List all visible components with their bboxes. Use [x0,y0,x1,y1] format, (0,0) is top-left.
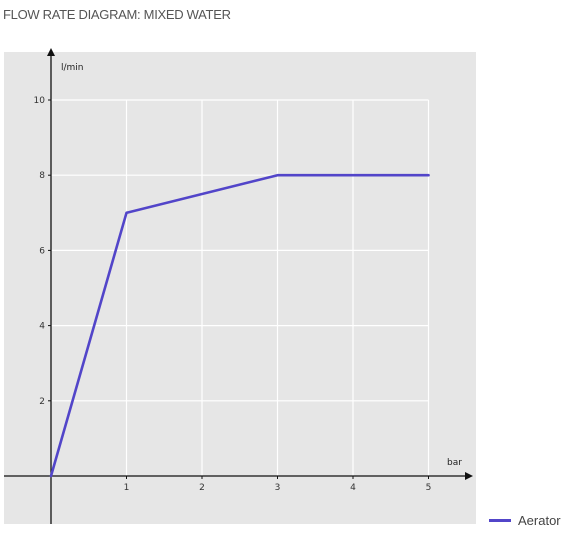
plot-background [4,52,476,524]
page-title: FLOW RATE DIAGRAM: MIXED WATER [3,7,231,22]
x-axis-arrow-icon [465,472,473,480]
y-axis-title: l/min [61,63,84,73]
y-axis-arrow-icon [47,48,55,56]
y-tick-label-6: 6 [39,246,45,256]
x-tick-label-3: 3 [275,483,281,493]
series-lines [49,173,430,478]
x-tick-label-1: 1 [124,483,130,493]
y-tick-label-2: 2 [39,397,45,407]
tick-labels: 1 2 3 4 5 2 4 6 8 10 [34,96,432,493]
x-tick-label-5: 5 [426,483,432,493]
grid-lines [51,99,430,476]
axes [4,48,473,524]
legend-label-aerator: Aerator [518,512,561,528]
x-tick-label-2: 2 [199,483,205,493]
series-line-aerator [49,173,430,478]
x-tick-label-4: 4 [350,483,356,493]
y-tick-label-4: 4 [39,322,45,332]
y-tick-label-8: 8 [39,171,45,181]
legend: Aerator [489,511,561,529]
legend-swatch-aerator [489,518,511,522]
y-tick-label-10: 10 [34,96,46,106]
x-axis-title: bar [447,458,462,468]
